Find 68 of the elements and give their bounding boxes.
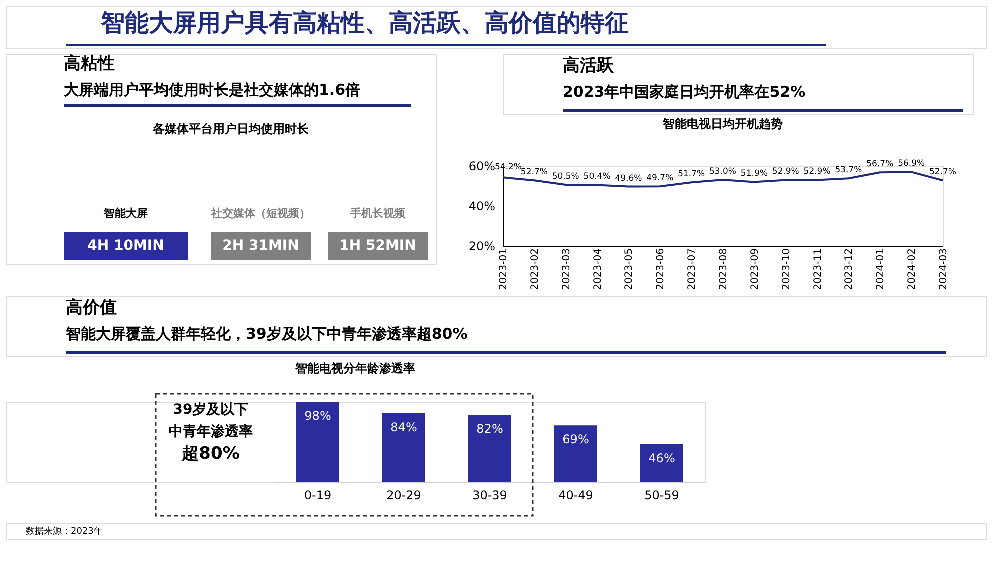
- text: 1H 52MIN: [340, 238, 416, 254]
- data-label: 53.0%: [709, 167, 737, 177]
- text: 大屏端用户平均使用时长是社交媒体的1.6倍: [64, 81, 361, 99]
- data-label: 50.5%: [552, 172, 580, 182]
- data-label: 56.7%: [866, 160, 894, 170]
- text: 2H 31MIN: [222, 238, 300, 254]
- bar: [640, 444, 684, 482]
- x-tick-label: 2023-09: [750, 248, 761, 290]
- text: 4H 10MIN: [88, 238, 164, 254]
- data-label: 52.7%: [520, 168, 548, 178]
- category-label: 社交媒体（短视频）: [210, 207, 310, 220]
- x-tick-label: 2023-05: [624, 248, 636, 290]
- x-tick-label: 2024-02: [907, 248, 918, 290]
- data-label: 56.9%: [898, 159, 926, 170]
- x-tick-label: 2023-06: [656, 248, 667, 290]
- chart-title: 智能电视日均开机趋势: [662, 117, 783, 132]
- y-tick-label: 40%: [468, 200, 496, 214]
- data-label: 49.6%: [615, 174, 642, 184]
- data-label: 51.7%: [678, 170, 706, 180]
- text: 高价值: [66, 298, 117, 318]
- x-tick-label: 2023-08: [718, 248, 730, 290]
- category-label: 手机长视频: [350, 207, 406, 220]
- x-tick-label: 2023-07: [687, 248, 698, 290]
- x-tick-label: 30-39: [472, 488, 508, 502]
- chart-title: 智能电视分年龄渗透率: [294, 361, 416, 376]
- category-label: 智能大屏: [103, 207, 148, 220]
- x-tick-label: 20-29: [386, 488, 422, 502]
- text: 超80%: [181, 444, 240, 464]
- x-tick-label: 0-19: [304, 488, 332, 502]
- data-label: 54.2%: [495, 162, 522, 173]
- text: 高粘性: [64, 54, 115, 74]
- text: 2023年中国家庭日均开机率在52%: [563, 83, 806, 101]
- data-label: 46%: [648, 451, 676, 466]
- x-tick-label: 2023-12: [844, 248, 856, 290]
- source-note: 数据来源：2023年: [26, 526, 103, 537]
- data-label: 84%: [390, 420, 418, 434]
- x-tick-label: 2024-01: [876, 248, 887, 290]
- text: 高活跃: [563, 56, 615, 76]
- text: 智能大屏覆盖人群年轻化，39岁及以下中青年渗透率超80%: [65, 325, 468, 343]
- bar: [296, 402, 340, 482]
- text: 中青年渗透率: [169, 423, 253, 440]
- bar: [468, 415, 512, 482]
- bar: [382, 413, 426, 482]
- x-tick-label: 2023-04: [592, 248, 604, 290]
- data-label: 52.9%: [772, 167, 800, 178]
- x-tick-label: 2023-10: [781, 248, 792, 290]
- text: 各媒体平台用户日均使用时长: [152, 122, 310, 136]
- data-label: 51.9%: [740, 169, 768, 180]
- x-tick-label: 2023-03: [561, 248, 572, 290]
- x-tick-label: 50-59: [644, 488, 680, 502]
- data-label: 52.9%: [804, 167, 831, 178]
- x-tick-label: 2023-11: [812, 248, 824, 290]
- x-tick-label: 2024-03: [938, 248, 950, 290]
- data-label: 98%: [304, 409, 332, 423]
- bar: [554, 426, 598, 482]
- y-tick-label: 60%: [468, 160, 496, 174]
- y-tick-label: 20%: [468, 240, 496, 254]
- data-label: 52.7%: [929, 168, 957, 178]
- data-label: 50.4%: [584, 172, 611, 182]
- text: 智能大屏用户具有高粘性、高活跃、高价值的特征: [100, 9, 629, 37]
- text: 39岁及以下: [173, 402, 249, 418]
- data-label: 82%: [476, 422, 504, 436]
- x-tick-label: 2023-01: [498, 248, 510, 290]
- x-tick-label: 40-49: [558, 488, 594, 502]
- data-label: 69%: [562, 432, 590, 447]
- data-label: 49.7%: [646, 174, 674, 184]
- data-label: 53.7%: [835, 166, 862, 176]
- x-tick-label: 2023-02: [530, 248, 541, 290]
